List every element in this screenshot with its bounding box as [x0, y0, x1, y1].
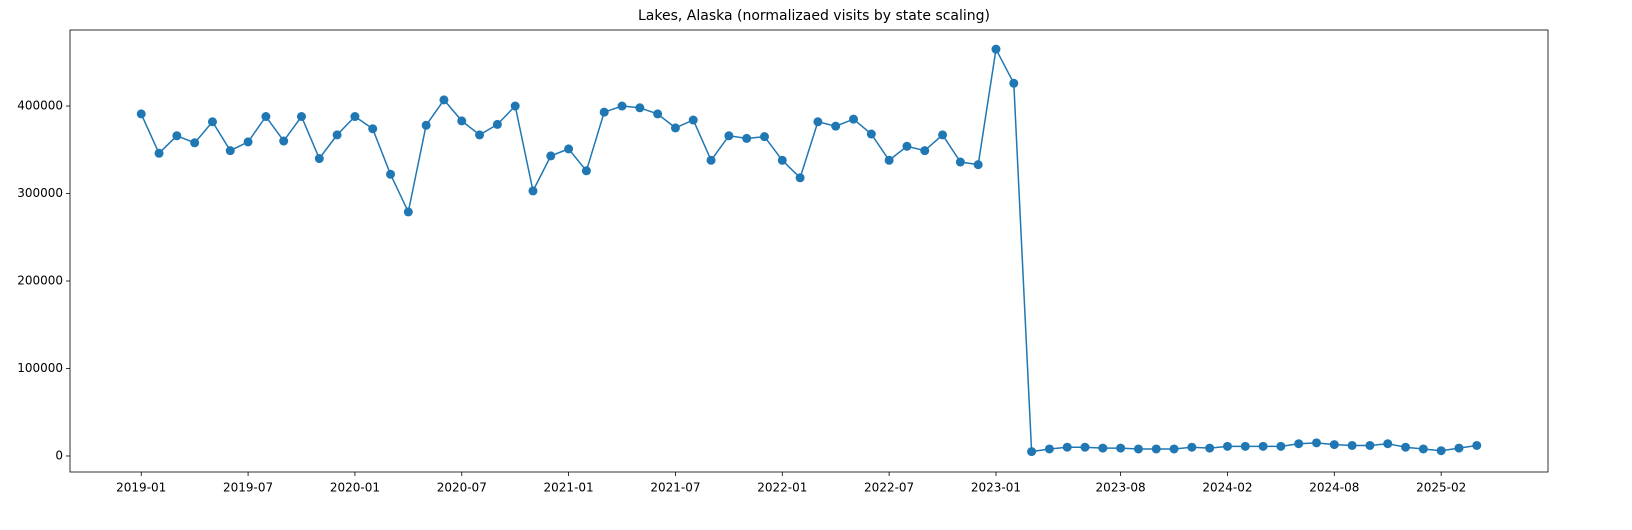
- data-point: [1151, 444, 1161, 454]
- data-point: [1294, 439, 1304, 449]
- data-point: [831, 121, 841, 131]
- y-tick-label: 300000: [17, 186, 63, 200]
- data-point: [724, 131, 734, 141]
- x-tick-label: 2022-07: [864, 481, 914, 495]
- data-point: [261, 112, 271, 122]
- data-point: [475, 130, 485, 140]
- data-point: [510, 101, 520, 111]
- data-point: [777, 155, 787, 165]
- x-tick-label: 2022-01: [757, 481, 807, 495]
- data-point: [1401, 442, 1411, 452]
- data-point: [599, 107, 609, 117]
- data-point: [403, 207, 413, 217]
- data-point: [617, 101, 627, 111]
- data-point: [1418, 444, 1428, 454]
- data-point: [279, 136, 289, 146]
- data-point: [653, 109, 663, 119]
- data-point: [1383, 439, 1393, 449]
- x-tick-label: 2021-07: [650, 481, 700, 495]
- data-point: [243, 137, 253, 147]
- data-point: [1116, 443, 1126, 453]
- data-point: [688, 115, 698, 125]
- data-point: [706, 155, 716, 165]
- data-point: [314, 154, 324, 164]
- data-point: [296, 112, 306, 122]
- data-point: [1472, 440, 1482, 450]
- data-point: [849, 114, 859, 124]
- x-tick-label: 2021-01: [544, 481, 594, 495]
- data-point: [866, 129, 876, 139]
- data-point: [1062, 442, 1072, 452]
- y-tick-label: 0: [55, 448, 63, 462]
- data-point: [225, 146, 235, 156]
- data-point: [1133, 444, 1143, 454]
- data-point: [368, 124, 378, 134]
- data-point: [492, 119, 502, 129]
- data-point: [546, 151, 556, 161]
- y-tick-label: 100000: [17, 361, 63, 375]
- data-point: [1454, 443, 1464, 453]
- data-point: [439, 95, 449, 105]
- data-point: [1312, 438, 1322, 448]
- data-point: [884, 155, 894, 165]
- data-point: [955, 157, 965, 167]
- data-point: [564, 144, 574, 154]
- data-point: [1329, 440, 1339, 450]
- data-point: [635, 103, 645, 113]
- data-point: [172, 131, 182, 141]
- data-point: [207, 117, 217, 127]
- data-point: [938, 130, 948, 140]
- data-point: [457, 116, 467, 126]
- data-point: [1276, 441, 1286, 451]
- data-point: [1080, 442, 1090, 452]
- data-point: [421, 120, 431, 130]
- data-point: [350, 112, 360, 122]
- data-point: [1044, 444, 1054, 454]
- data-point: [1347, 440, 1357, 450]
- data-point: [1187, 442, 1197, 452]
- y-tick-label: 400000: [17, 99, 63, 113]
- x-tick-label: 2024-02: [1202, 481, 1252, 495]
- x-tick-label: 2019-07: [223, 481, 273, 495]
- data-point: [1098, 443, 1108, 453]
- y-tick-label: 200000: [17, 274, 63, 288]
- data-point: [581, 166, 591, 176]
- data-point: [1205, 443, 1215, 453]
- data-point: [759, 132, 769, 142]
- data-point: [670, 123, 680, 133]
- data-point: [190, 138, 200, 148]
- plot-frame: [69, 29, 1549, 473]
- data-point: [1436, 446, 1446, 456]
- data-point: [1365, 440, 1375, 450]
- data-point: [1169, 444, 1179, 454]
- data-point: [973, 160, 983, 170]
- x-tick-label: 2020-01: [330, 481, 380, 495]
- data-point: [1027, 447, 1037, 457]
- data-point: [332, 130, 342, 140]
- x-tick-label: 2020-07: [437, 481, 487, 495]
- series-line: [140, 46, 1477, 453]
- data-point: [813, 117, 823, 127]
- data-point: [920, 146, 930, 156]
- data-point: [1009, 78, 1019, 88]
- data-point: [902, 141, 912, 151]
- data-point: [154, 148, 164, 158]
- data-point: [795, 173, 805, 183]
- data-point: [1222, 441, 1232, 451]
- x-tick-label: 2023-08: [1096, 481, 1146, 495]
- data-point: [991, 44, 1001, 54]
- x-tick-label: 2025-02: [1416, 481, 1466, 495]
- data-point: [1258, 441, 1268, 451]
- x-tick-label: 2024-08: [1309, 481, 1359, 495]
- data-point: [1240, 441, 1250, 451]
- chart-title: Lakes, Alaska (normalizaed visits by sta…: [638, 8, 990, 24]
- x-tick-label: 2019-01: [116, 481, 166, 495]
- data-point: [742, 133, 752, 143]
- data-point: [528, 186, 538, 196]
- x-tick-label: 2023-01: [971, 481, 1021, 495]
- data-point: [136, 109, 146, 119]
- data-point: [386, 169, 396, 179]
